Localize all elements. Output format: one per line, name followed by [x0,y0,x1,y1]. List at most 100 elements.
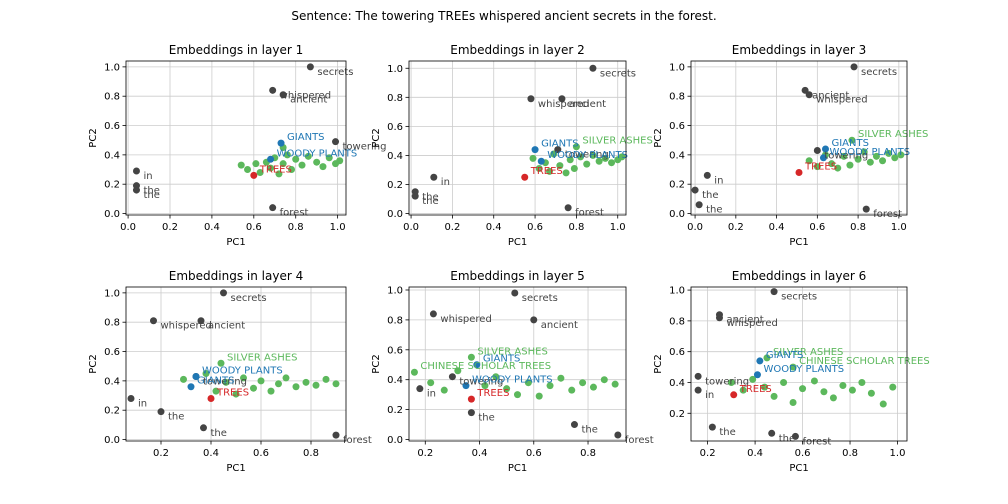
data-point [267,387,275,395]
data-point [791,432,799,440]
y-tick-label: 0.2 [104,180,120,191]
point-label: secrets [600,68,636,79]
data-point [531,146,539,154]
chart-title: Embeddings in layer 3 [732,43,866,57]
x-tick-label: 0.6 [809,222,825,233]
data-point [503,385,511,393]
data-point [256,168,264,176]
point-label: the [581,425,597,436]
data-point [529,154,537,162]
data-point [275,170,283,178]
data-point [292,383,300,391]
x-tick-label: 0.2 [417,448,433,459]
data-point [568,386,576,394]
y-tick-label: 1.0 [104,288,120,299]
x-tick-label: 0.8 [580,448,596,459]
chart-title: Embeddings in layer 2 [450,43,584,57]
data-point [467,409,475,417]
data-point [801,86,809,94]
y-tick-label: 0.2 [387,405,403,416]
y-tick-label: 0.8 [104,92,120,103]
data-point [535,165,543,173]
point-label: the [211,428,227,439]
data-point [473,361,481,369]
point-label: whispered [726,318,777,329]
data-point [694,372,702,380]
y-tick-label: 0.2 [669,409,685,420]
data-point [192,372,200,380]
data-point [427,379,435,387]
point-label: the [702,190,718,201]
y-tick-label: 0.0 [104,209,120,220]
data-point [564,204,572,212]
data-point [302,378,310,386]
data-point [840,152,848,160]
y-axis-label: PC2 [371,128,382,147]
data-point [703,171,711,179]
point-label: ancient [208,321,245,332]
point-label: ancient [726,315,763,326]
data-point [546,167,554,175]
x-tick-label: 0.4 [472,448,488,459]
data-point [768,429,776,437]
point-label: TREES [476,388,509,399]
data-point [288,166,296,174]
chart-title: Embeddings in layer 5 [450,269,584,283]
data-point [562,169,570,177]
data-point [583,160,591,168]
y-tick-label: 0.6 [669,121,685,132]
point-label: forest [343,435,372,446]
y-tick-label: 0.4 [387,151,403,162]
data-point [866,158,874,166]
point-label: secrets [781,292,817,303]
point-label: whispered [440,314,491,325]
point-label: the [719,427,735,438]
data-point [829,394,837,402]
x-tick-label: 0.6 [246,222,262,233]
data-point [556,162,564,170]
point-label: SILVER ASHES [773,347,843,358]
data-point [770,288,778,296]
x-axis-label: PC1 [789,463,808,474]
point-label: GIANTS [766,350,803,361]
point-label: forest [575,208,604,219]
point-label: secrets [231,293,267,304]
point-label: GIANTS [831,138,868,149]
point-label: GIANTS [483,354,520,365]
point-label: WOODY PLANTS [763,364,844,375]
data-point [132,186,140,194]
x-tick-label: 0.4 [203,448,219,459]
x-tick-label: 0.2 [700,448,716,459]
data-point [795,168,803,176]
x-tick-label: 0.2 [728,222,744,233]
data-point [862,205,870,213]
x-axis-label: PC1 [226,463,245,474]
x-tick-label: 0.0 [687,222,703,233]
point-label: forest [625,435,654,446]
point-label: CHINESE SCHOLAR TREES [420,361,551,372]
data-point [557,374,565,382]
point-label: WOODY PLANTS [202,365,283,376]
data-point [132,167,140,175]
data-point [848,136,856,144]
point-label: in [143,171,152,182]
data-point [828,160,836,168]
data-point [867,389,875,397]
x-tick-label: 0.2 [162,222,178,233]
data-point [282,374,290,382]
point-label: GIANTS [287,132,324,143]
point-label: ancient [290,95,327,106]
data-point [691,186,699,194]
chart-panel-3: 0.0 0.2 0.4 0.6 0.8 1.0 0.0 0.2 0.4 0.6 0.8 1.0 SILV… [653,43,928,248]
point-label: forest [280,208,309,219]
data-point [429,310,437,318]
data-point [589,151,597,159]
data-point [313,158,321,166]
data-point [839,382,847,390]
y-tick-label: 1.0 [669,286,685,297]
data-point [200,424,207,432]
data-point [756,357,764,365]
data-point [180,375,187,383]
point-label: secrets [317,67,353,78]
